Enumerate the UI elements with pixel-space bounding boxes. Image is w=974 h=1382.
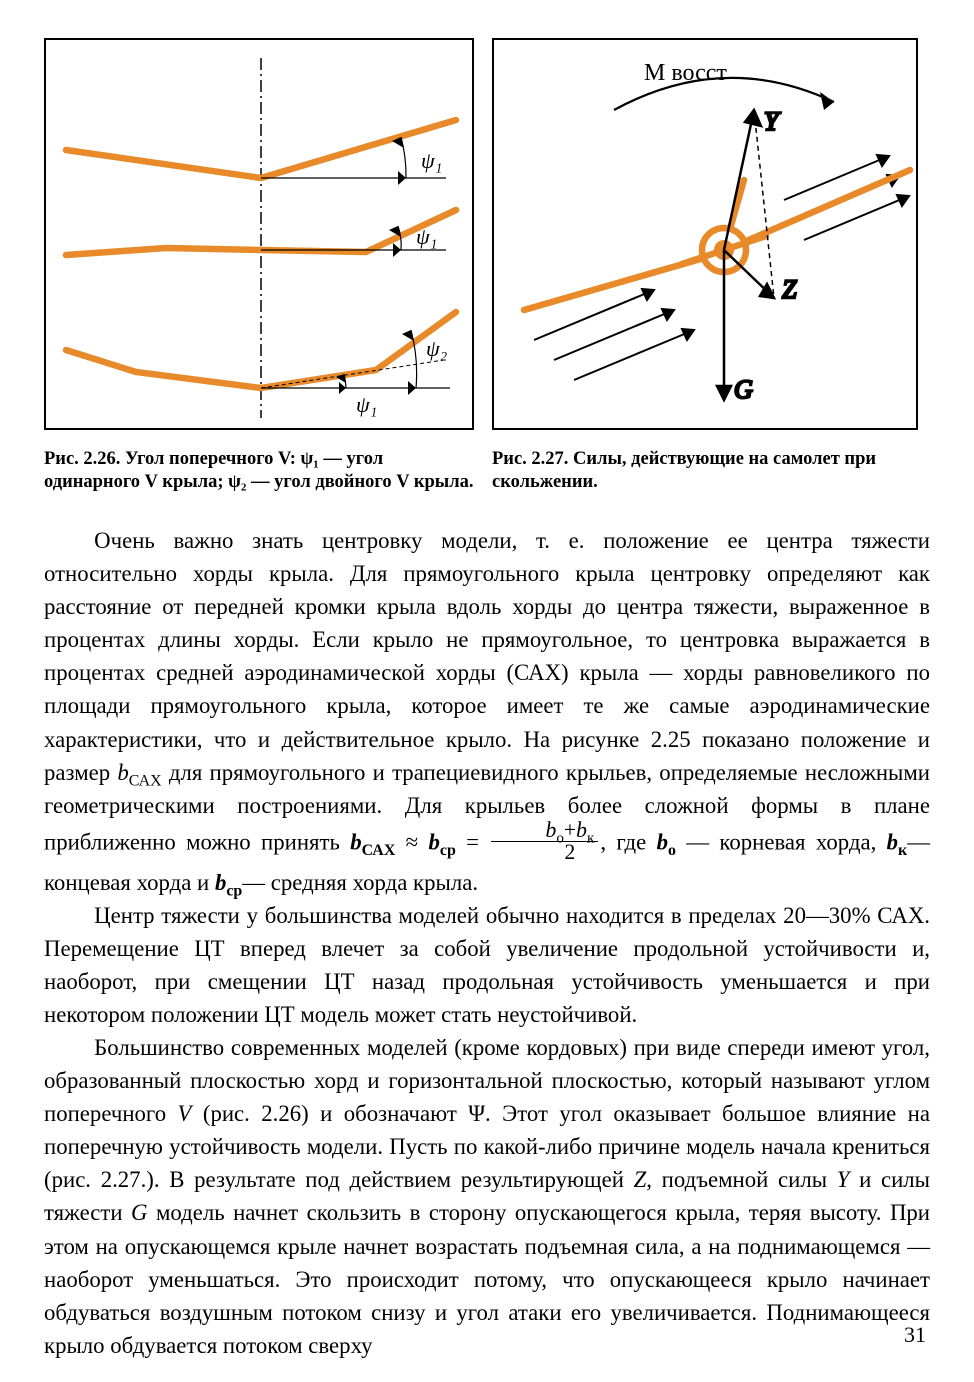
formula-mid-b: b [428,829,439,854]
p3-text-c: , подъемной силы [646,1167,836,1192]
p3-Y: Y [837,1167,850,1192]
paragraph-1: Очень важно знать центровку модели, т. е… [44,524,930,899]
caption-2-26: Рис. 2.26. Угол поперечного V: ψ₁ — угол… [44,448,474,494]
p1-bsax-b: b [117,760,128,785]
formula-num-b-sub: к [587,829,594,846]
force-label-Z: Z [782,275,797,304]
formula-num-b-b: b [576,818,587,842]
figure-2-27-svg: Y G Z М восст [494,40,920,432]
p1-bcp-b: b [215,870,226,895]
caption-2-27-label: Рис. 2.27. [492,449,568,469]
formula-den: 2 [491,842,598,864]
page-number: 31 [904,1322,926,1348]
p3-G: G [131,1200,147,1225]
caption-row: Рис. 2.26. Угол поперечного V: ψ₁ — угол… [44,448,930,494]
p1-text-c: , где [600,829,656,854]
p1-text-d: — корневая хорда, [676,829,887,854]
caption-2-27: Рис. 2.27. Силы, действующие на самолет … [492,448,918,494]
p3-V: V [178,1101,192,1126]
p1-bk-b: b [887,829,898,854]
p3-text-e: модель начнет скользить в сторону опуска… [44,1200,930,1357]
paragraph-3: Большинство современных моделей (кроме к… [44,1031,930,1361]
p1-bk-sub: к [898,842,907,859]
p1-text-a: Очень важно знать центровку модели, т. е… [44,528,930,784]
formula-plus: + [564,818,576,842]
page: ψ₁ ψ₁ [0,0,974,1382]
force-label-G: G [734,375,753,404]
angle-label-psi1-bot: ψ₁ [356,392,377,417]
paragraph-2: Центр тяжести у большинства моделей обыч… [44,899,930,1031]
p1-bcp-sub: ср [226,883,242,900]
formula-approx: ≈ [395,829,428,854]
angle-label-psi1-top: ψ₁ [421,148,442,173]
formula-lhs-b: b [350,829,361,854]
body-text: Очень важно знать центровку модели, т. е… [44,524,930,1361]
p1-bsax-sub: САХ [129,772,162,789]
angle-label-psi2: ψ₂ [426,336,448,361]
p1-bo-b: b [657,829,668,854]
figure-row: ψ₁ ψ₁ [44,38,930,430]
p1-text-f: — средняя хорда крыла. [242,870,478,895]
force-label-Y: Y [764,107,781,136]
p1-bo-sub: о [668,842,676,859]
formula-eq: = [456,829,490,854]
moment-label: М восст [644,60,727,86]
figure-2-26-svg: ψ₁ ψ₁ [46,40,476,432]
formula-fraction: bо+bк2 [491,820,598,864]
figure-2-26: ψ₁ ψ₁ [44,38,474,430]
formula-num-a-b: b [545,818,556,842]
formula-lhs-sub: САХ [362,842,396,859]
formula-mid-sub: ср [440,842,456,859]
figure-2-27: Y G Z М восст [492,38,918,430]
caption-2-26-label: Рис. 2.26. [44,449,120,469]
p3-Z: Z [634,1167,647,1192]
angle-label-psi1-mid: ψ₁ [416,224,437,249]
formula-num-a-sub: о [556,829,564,846]
